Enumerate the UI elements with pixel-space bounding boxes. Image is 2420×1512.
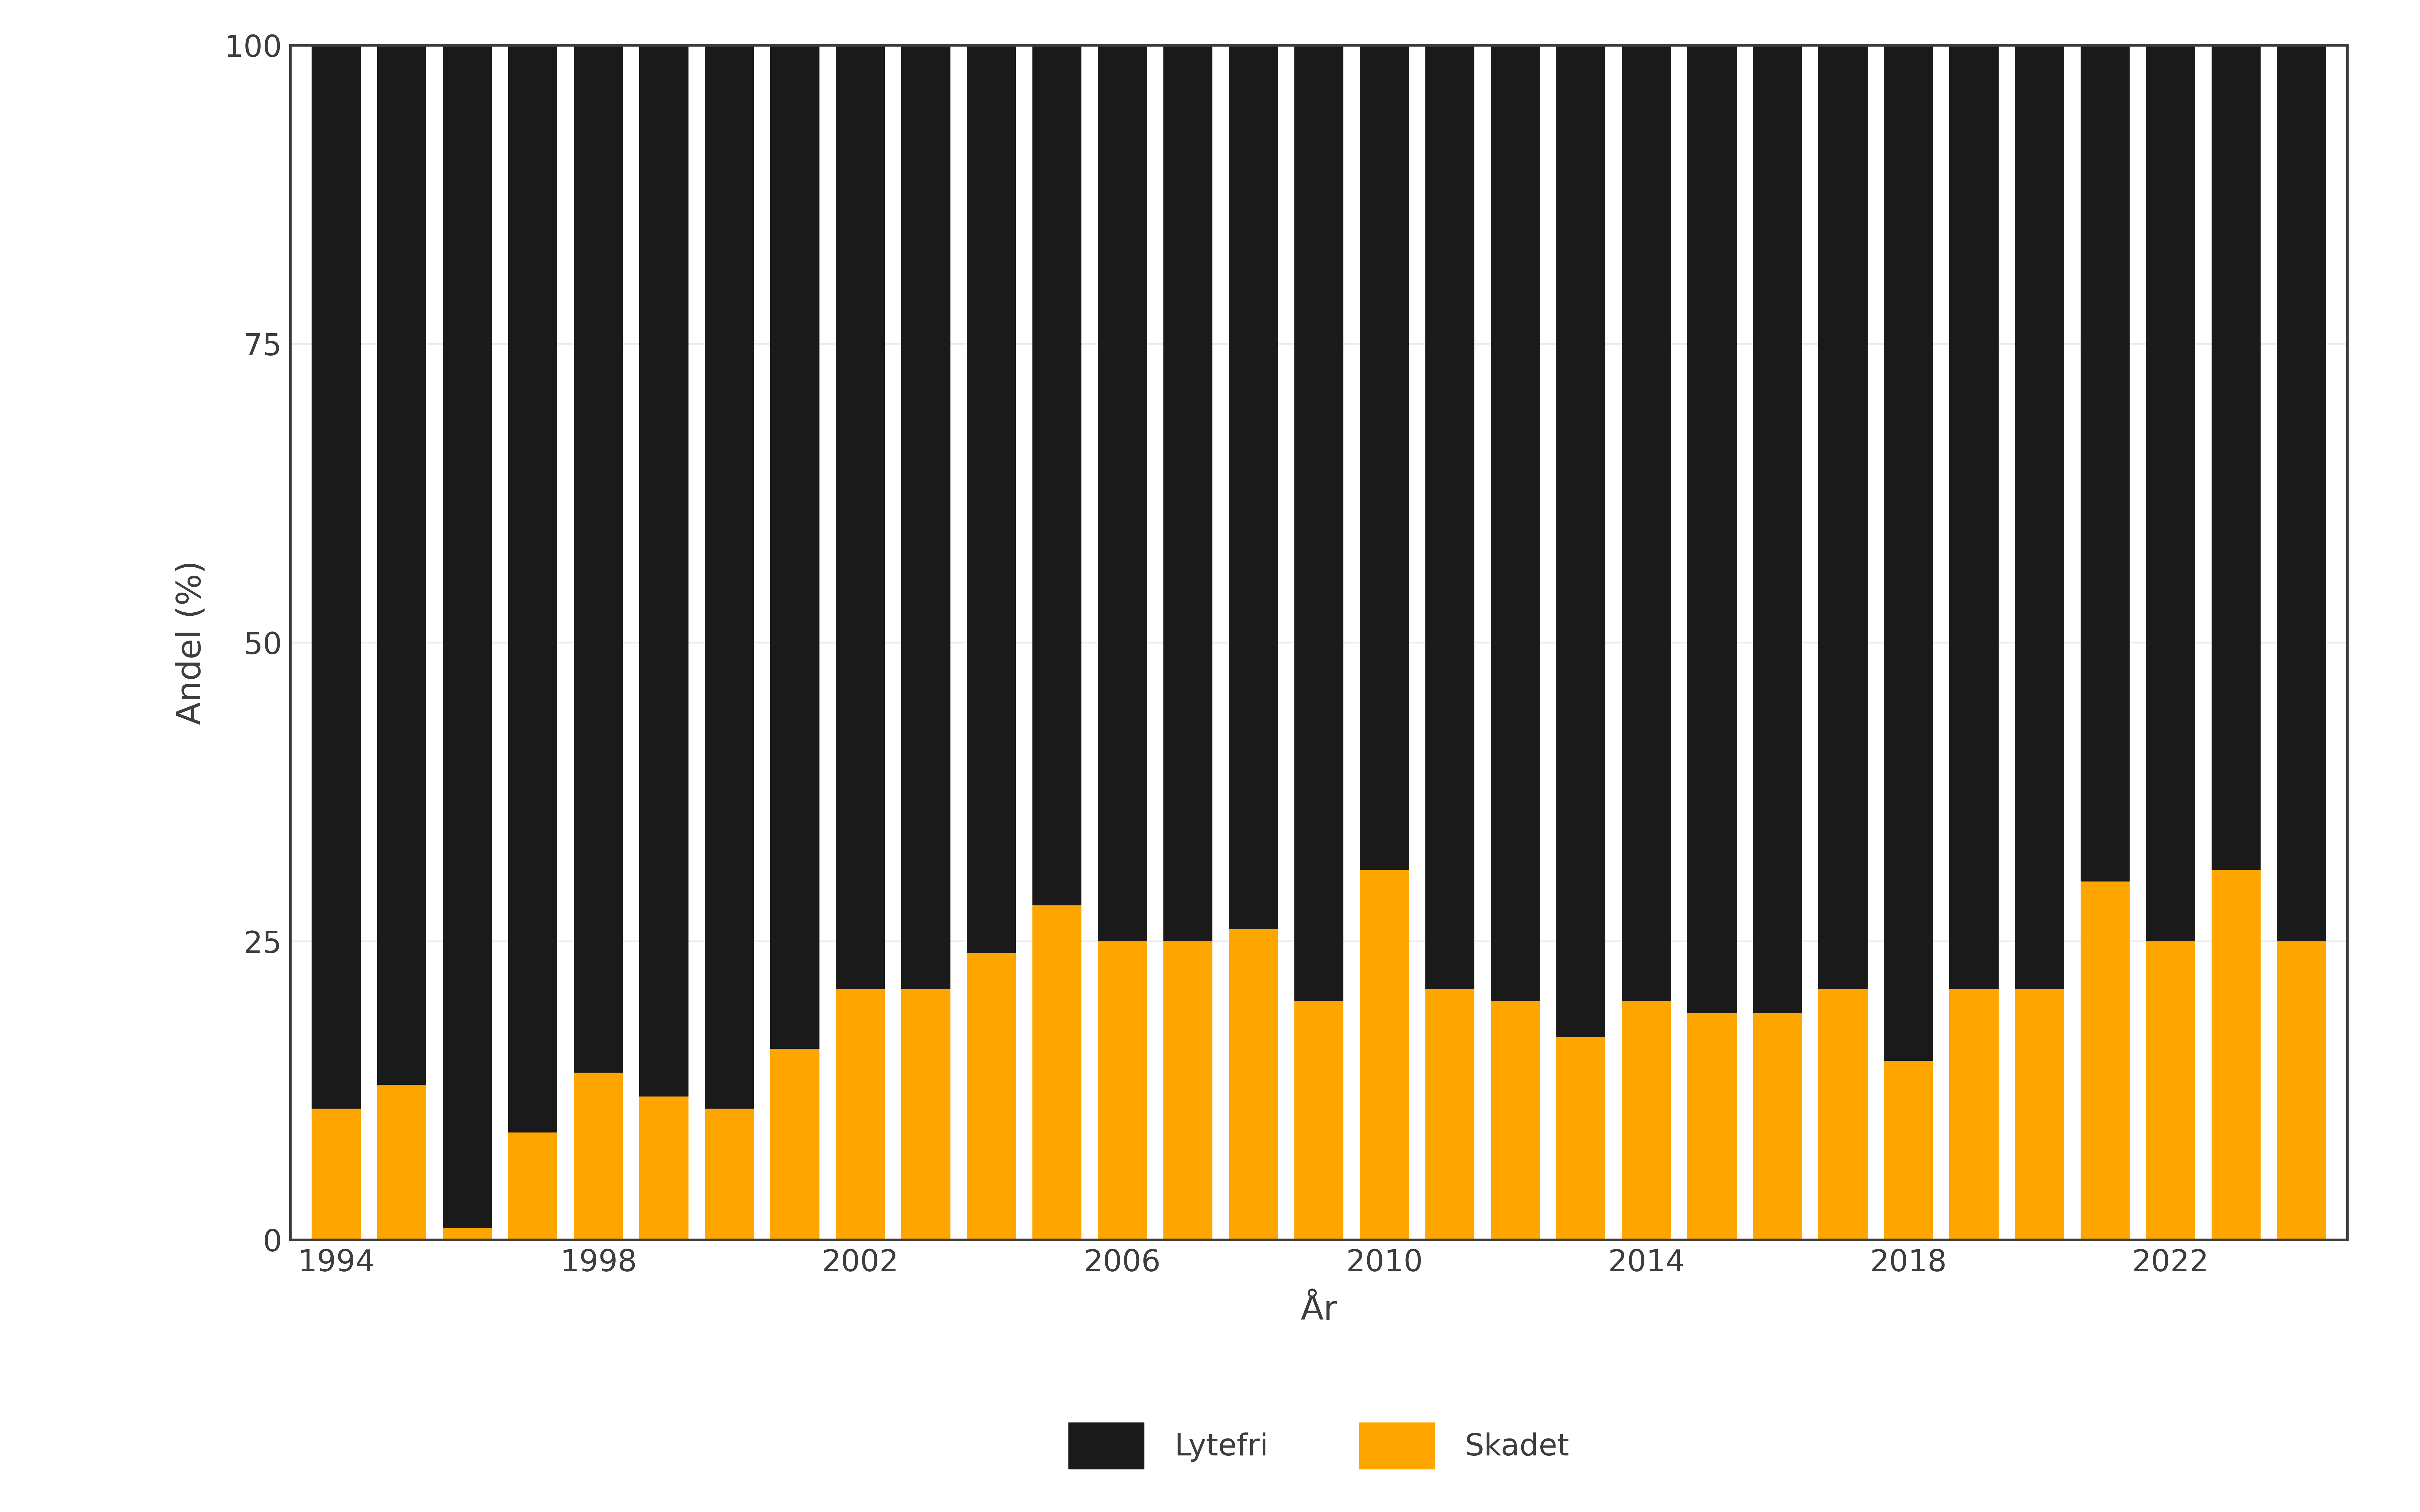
Bar: [1621, 45, 1672, 1001]
Bar: [966, 953, 1016, 1240]
Bar: [1752, 45, 1803, 1013]
Legend: Lytefri, Skadet: Lytefri, Skadet: [1058, 1411, 1580, 1482]
Bar: [1883, 1061, 1934, 1240]
Bar: [508, 1132, 557, 1240]
Bar: [508, 45, 557, 1132]
Bar: [378, 45, 426, 1084]
Bar: [443, 45, 491, 1228]
Bar: [312, 45, 361, 1108]
Bar: [835, 45, 886, 989]
Bar: [1164, 45, 1212, 940]
Bar: [900, 989, 951, 1240]
Bar: [1883, 45, 1934, 1061]
Bar: [1491, 45, 1539, 1001]
Bar: [1295, 45, 1343, 1001]
Bar: [574, 45, 622, 1072]
Bar: [312, 1108, 361, 1240]
Bar: [2212, 45, 2260, 869]
Bar: [2277, 45, 2326, 940]
Bar: [770, 1049, 820, 1240]
Bar: [1556, 1037, 1604, 1240]
Bar: [2277, 940, 2326, 1240]
Bar: [704, 1108, 755, 1240]
Bar: [2147, 45, 2195, 940]
Bar: [443, 1228, 491, 1240]
Bar: [1817, 45, 1868, 989]
Bar: [1164, 940, 1212, 1240]
Bar: [1295, 1001, 1343, 1240]
Bar: [1951, 45, 1999, 989]
Bar: [1360, 45, 1408, 869]
Bar: [1687, 1013, 1738, 1240]
Bar: [2147, 940, 2195, 1240]
Bar: [1817, 989, 1868, 1240]
Bar: [2016, 989, 2064, 1240]
Bar: [1752, 1013, 1803, 1240]
Bar: [1033, 45, 1082, 906]
Y-axis label: Andel (%): Andel (%): [174, 561, 208, 724]
Bar: [1360, 869, 1408, 1240]
Bar: [1556, 45, 1604, 1037]
Bar: [1229, 930, 1278, 1240]
Bar: [1951, 989, 1999, 1240]
Bar: [1491, 1001, 1539, 1240]
Bar: [639, 45, 687, 1096]
Bar: [639, 1096, 687, 1240]
Bar: [1425, 989, 1474, 1240]
Bar: [1425, 45, 1474, 989]
Bar: [1099, 940, 1147, 1240]
Bar: [378, 1084, 426, 1240]
Bar: [1687, 45, 1738, 1013]
Bar: [1229, 45, 1278, 930]
Bar: [770, 45, 820, 1049]
Bar: [2081, 881, 2130, 1240]
Bar: [900, 45, 951, 989]
X-axis label: År: År: [1300, 1294, 1338, 1326]
Bar: [966, 45, 1016, 953]
Bar: [2212, 869, 2260, 1240]
Bar: [835, 989, 886, 1240]
Bar: [1033, 906, 1082, 1240]
Bar: [704, 45, 755, 1108]
Bar: [1621, 1001, 1672, 1240]
Bar: [1099, 45, 1147, 940]
Bar: [2081, 45, 2130, 881]
Bar: [2016, 45, 2064, 989]
Bar: [574, 1072, 622, 1240]
